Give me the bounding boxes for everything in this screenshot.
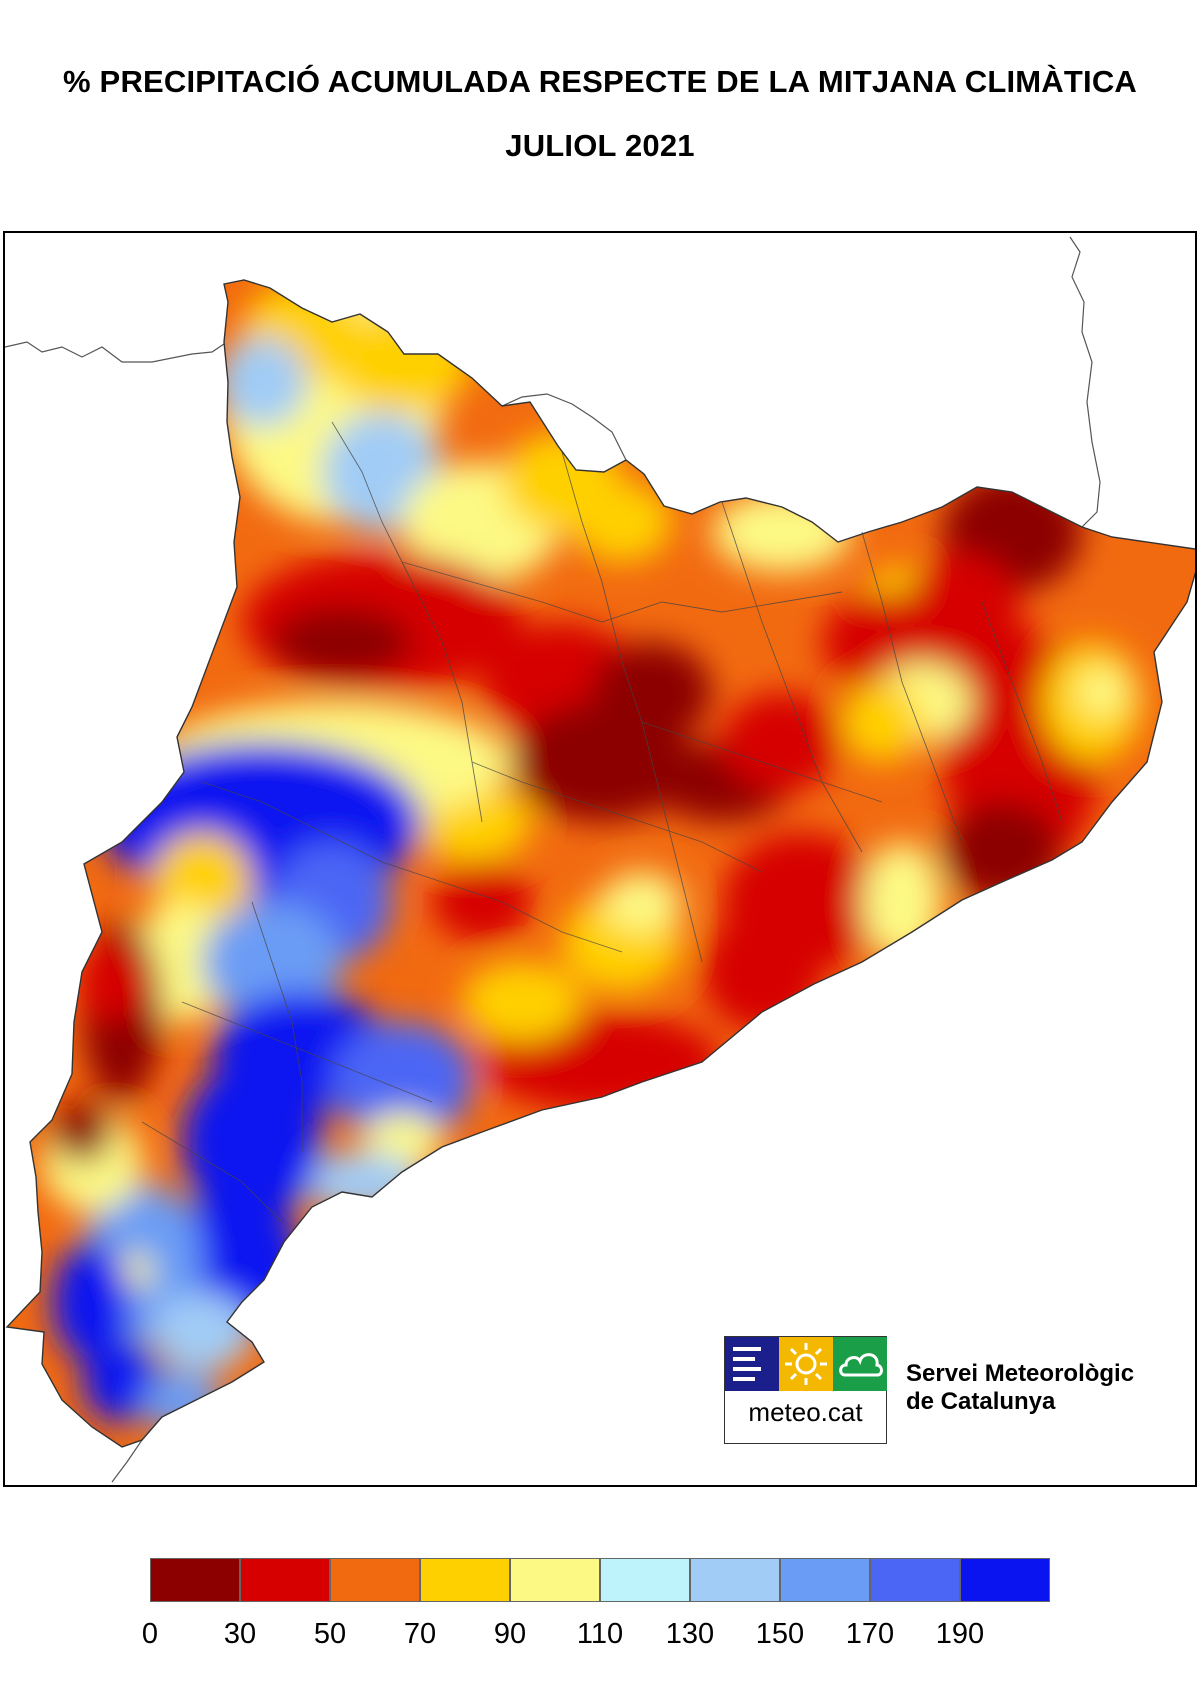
precip-area-24 — [1077, 667, 1127, 717]
legend-swatch-8 — [870, 1558, 960, 1602]
map-panel — [3, 231, 1197, 1487]
legend-label-3: 70 — [403, 1618, 437, 1650]
precip-area-14 — [512, 702, 692, 822]
meteocat-logo: meteo.cat — [724, 1336, 887, 1444]
legend-label-1: 30 — [223, 1618, 257, 1650]
south-border-line — [111, 1439, 143, 1483]
andorra-france-border — [5, 341, 228, 363]
legend-swatch-2 — [330, 1558, 420, 1602]
legend-label-2: 50 — [313, 1618, 347, 1650]
precip-area-16 — [722, 692, 842, 792]
precip-area-7 — [572, 482, 672, 562]
legend-swatch-3 — [420, 1558, 510, 1602]
legend-swatch-7 — [780, 1558, 870, 1602]
logo-wordmark: meteo.cat — [748, 1397, 863, 1427]
legend-label-7: 150 — [755, 1618, 805, 1650]
precip-area-32 — [432, 862, 532, 942]
org-name-line2: de Catalunya — [906, 1388, 1056, 1415]
precip-area-55 — [142, 1372, 222, 1432]
precip-area-45 — [332, 1022, 472, 1142]
precip-area-54 — [152, 1292, 252, 1372]
precip-area-30 — [862, 842, 942, 962]
precip-area-25 — [842, 682, 922, 762]
precipitation-map — [5, 236, 1195, 1483]
logo-waves-icon — [725, 1337, 779, 1391]
precip-area-27 — [702, 912, 822, 1032]
coast-north-line — [1069, 236, 1101, 528]
cerdanya-border — [501, 393, 627, 461]
logo-sun-icon — [779, 1337, 833, 1391]
precip-area-20 — [942, 802, 1062, 902]
legend-swatch-6 — [690, 1558, 780, 1602]
color-legend — [150, 1558, 1050, 1602]
legend-label-9: 190 — [935, 1618, 985, 1650]
legend-swatch-0 — [150, 1558, 240, 1602]
county-boundaries — [141, 421, 1063, 1223]
map-subtitle: JULIOL 2021 — [505, 128, 695, 163]
precip-area-11 — [272, 607, 412, 677]
legend-swatch-9 — [960, 1558, 1050, 1602]
neighbour-borders — [5, 236, 1101, 1483]
legend-swatch-1 — [240, 1558, 330, 1602]
logo-cloud-icon — [833, 1337, 887, 1391]
precip-area-2 — [332, 312, 472, 412]
legend-swatch-5 — [600, 1558, 690, 1602]
legend-label-5: 110 — [576, 1618, 624, 1650]
legend-swatch-4 — [510, 1558, 600, 1602]
precip-area-33 — [462, 962, 582, 1042]
legend-label-4: 90 — [493, 1618, 527, 1650]
legend-label-0: 0 — [141, 1618, 159, 1650]
precip-area-57 — [52, 1102, 112, 1162]
precip-area-48 — [182, 1062, 322, 1222]
precip-area-41 — [77, 942, 147, 1022]
legend-label-8: 170 — [845, 1618, 895, 1650]
legend-label-6: 130 — [665, 1618, 715, 1650]
map-title: % PRECIPITACIÓ ACUMULADA RESPECTE DE LA … — [62, 64, 1137, 99]
org-name-line1: Servei Meteorològic — [906, 1360, 1135, 1387]
precip-area-29 — [602, 872, 682, 932]
precipitation-field — [7, 280, 1195, 1447]
precip-area-3 — [217, 337, 307, 427]
precip-area-52 — [52, 1242, 132, 1362]
precip-area-8 — [712, 492, 852, 572]
